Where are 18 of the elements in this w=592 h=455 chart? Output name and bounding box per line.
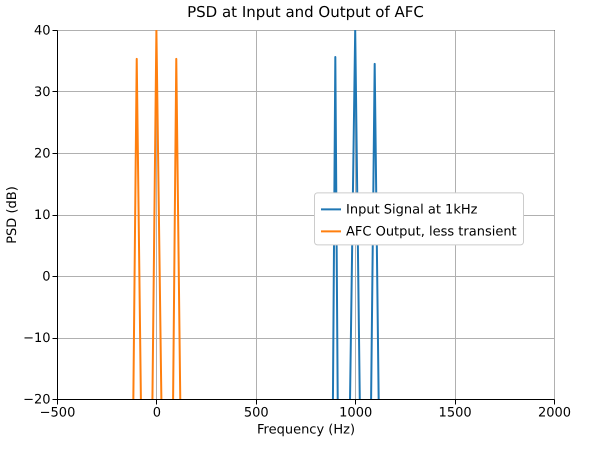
x-tick-label: 1500 <box>438 406 472 420</box>
y-tick-label: 10 <box>34 208 50 223</box>
chart-title: PSD at Input and Output of AFC <box>187 3 424 21</box>
x-axis-title: Frequency (Hz) <box>256 422 356 438</box>
y-tick-label: −20 <box>23 392 50 408</box>
y-tick-label: 20 <box>34 146 50 162</box>
legend-label: AFC Output, less transient <box>346 224 517 240</box>
legend-label: Input Signal at 1kHz <box>346 202 478 218</box>
x-tick-label: 2000 <box>538 406 572 420</box>
x-tick-label: −500 <box>40 406 76 420</box>
y-tick-label: 0 <box>42 270 50 284</box>
y-tick-label: −10 <box>23 331 50 346</box>
y-axis-title: PSD (dB) <box>5 186 20 244</box>
x-tick-label: 500 <box>244 406 269 420</box>
x-tick-label: 1000 <box>339 406 372 420</box>
y-tick-label: 40 <box>34 24 50 38</box>
x-tick-label: 0 <box>152 406 162 420</box>
y-tick-label: 30 <box>34 85 50 100</box>
